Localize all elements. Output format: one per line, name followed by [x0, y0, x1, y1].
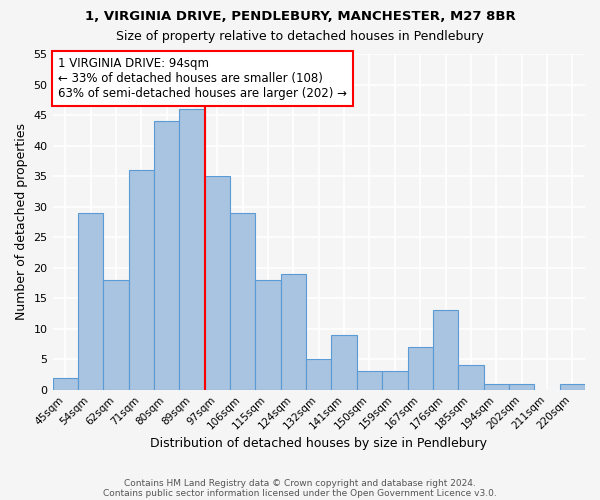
- Bar: [357, 372, 382, 390]
- Bar: [78, 212, 103, 390]
- Bar: [433, 310, 458, 390]
- Bar: [53, 378, 78, 390]
- Bar: [509, 384, 534, 390]
- X-axis label: Distribution of detached houses by size in Pendlebury: Distribution of detached houses by size …: [150, 437, 487, 450]
- Bar: [458, 366, 484, 390]
- Bar: [205, 176, 230, 390]
- Bar: [484, 384, 509, 390]
- Bar: [103, 280, 128, 390]
- Text: Size of property relative to detached houses in Pendlebury: Size of property relative to detached ho…: [116, 30, 484, 43]
- Bar: [179, 109, 205, 390]
- Bar: [230, 212, 256, 390]
- Text: Contains public sector information licensed under the Open Government Licence v3: Contains public sector information licen…: [103, 488, 497, 498]
- Y-axis label: Number of detached properties: Number of detached properties: [15, 124, 28, 320]
- Text: Contains HM Land Registry data © Crown copyright and database right 2024.: Contains HM Land Registry data © Crown c…: [124, 478, 476, 488]
- Bar: [560, 384, 585, 390]
- Bar: [281, 274, 306, 390]
- Bar: [256, 280, 281, 390]
- Bar: [128, 170, 154, 390]
- Bar: [306, 359, 331, 390]
- Text: 1 VIRGINIA DRIVE: 94sqm
← 33% of detached houses are smaller (108)
63% of semi-d: 1 VIRGINIA DRIVE: 94sqm ← 33% of detache…: [58, 57, 347, 100]
- Bar: [154, 121, 179, 390]
- Text: 1, VIRGINIA DRIVE, PENDLEBURY, MANCHESTER, M27 8BR: 1, VIRGINIA DRIVE, PENDLEBURY, MANCHESTE…: [85, 10, 515, 23]
- Bar: [407, 347, 433, 390]
- Bar: [331, 335, 357, 390]
- Bar: [382, 372, 407, 390]
